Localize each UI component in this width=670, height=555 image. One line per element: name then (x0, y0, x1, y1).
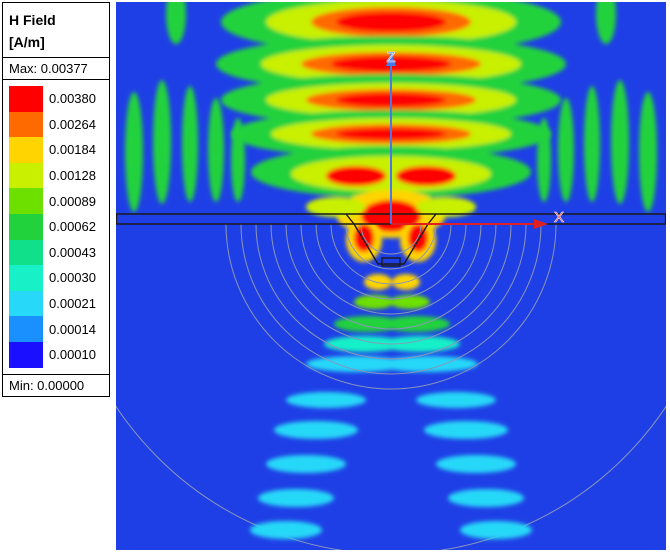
near-field-below (306, 224, 478, 372)
legend-color-swatch (9, 316, 43, 342)
legend-color-swatch (9, 137, 43, 163)
legend-title-quantity: H Field (9, 12, 56, 28)
legend-color-swatch (9, 86, 43, 112)
field-plot-viewport[interactable]: Z X (116, 2, 666, 550)
far-field-lobes-below (250, 392, 532, 539)
legend-scale-value: 0.00128 (49, 168, 96, 184)
legend-max-value: Max: 0.00377 (3, 58, 109, 80)
legend-scale-value: 0.00021 (49, 296, 96, 312)
legend-scale-row: 0.00030 (9, 265, 109, 291)
legend-color-swatch (9, 111, 43, 138)
legend-title-unit: [A/m] (9, 34, 45, 50)
legend-color-swatch (9, 290, 43, 317)
legend-scale-value: 0.00010 (49, 347, 96, 363)
legend-scale-row: 0.00010 (9, 341, 109, 368)
legend-scale-value: 0.00089 (49, 193, 96, 209)
legend-scale-value: 0.00043 (49, 244, 96, 260)
x-axis-arrowhead (534, 219, 548, 229)
legend-color-swatch (9, 265, 43, 291)
legend-scale-row: 0.00128 (9, 162, 109, 189)
legend-scale-value: 0.00062 (49, 219, 96, 235)
legend-scale-value: 0.00380 (49, 91, 96, 107)
legend-scale-row: 0.00021 (9, 290, 109, 317)
legend-color-scale: 0.00380 0.00264 0.00184 0.00128 0.00089 0.000… (3, 80, 109, 374)
legend-scale-value: 0.00030 (49, 270, 96, 286)
legend-scale-row: 0.00089 (9, 188, 109, 214)
legend-color-swatch (9, 188, 43, 214)
legend-scale-row: 0.00043 (9, 239, 109, 266)
legend-scale-row: 0.00062 (9, 213, 109, 240)
z-axis-arrowhead (386, 52, 396, 66)
legend-color-swatch (9, 213, 43, 240)
legend-scale-value: 0.00184 (49, 142, 96, 158)
x-axis-label: X (554, 209, 564, 226)
legend-scale-row: 0.00380 (9, 86, 109, 112)
legend-scale-row: 0.00264 (9, 111, 109, 138)
legend-min-value: Min: 0.00000 (3, 373, 109, 396)
concentric-grating-rings (116, 224, 666, 550)
legend-color-swatch (9, 239, 43, 266)
legend-color-swatch (9, 341, 43, 368)
coordinate-axes: Z X (386, 49, 564, 229)
legend-scale-value: 0.00014 (49, 321, 96, 337)
side-fringes-left (125, 2, 245, 212)
z-axis-label: Z (386, 49, 395, 66)
legend-color-swatch (9, 162, 43, 189)
field-legend: H Field [A/m] Max: 0.00377 0.00380 0.0026… (2, 2, 110, 397)
legend-scale-row: 0.00184 (9, 137, 109, 163)
field-plot: Z X (116, 2, 666, 550)
side-fringes-right (537, 2, 657, 212)
legend-scale-row: 0.00014 (9, 316, 109, 342)
legend-title: H Field [A/m] (3, 3, 109, 58)
legend-scale-value: 0.00264 (49, 116, 96, 132)
